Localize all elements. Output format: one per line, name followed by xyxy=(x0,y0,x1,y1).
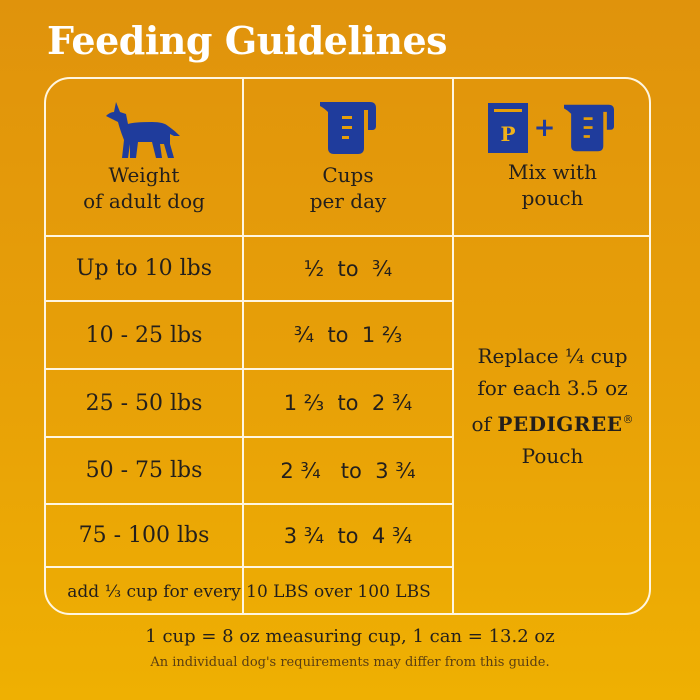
mix-note-line4: Pouch xyxy=(521,444,584,468)
dog-icon xyxy=(106,102,180,158)
row-divider xyxy=(46,503,453,505)
row-divider xyxy=(46,436,453,438)
header-cups-line2: per day xyxy=(309,189,387,213)
column-divider xyxy=(242,79,244,615)
mix-note-line2: for each 3.5 oz xyxy=(477,376,628,400)
weight-cell: 50 - 75 lbs xyxy=(85,458,203,483)
svg-text:P: P xyxy=(500,122,515,146)
measuring-cup-icon xyxy=(320,102,376,154)
header-weight-line2: of adult dog xyxy=(83,189,205,213)
weight-cell: 10 - 25 lbs xyxy=(85,322,203,348)
row-divider xyxy=(46,235,649,237)
weight-cell: 25 - 50 lbs xyxy=(85,390,203,416)
header-mix-line2: pouch xyxy=(521,186,584,210)
cups-cell: 3 ¾ to 4 ¾ xyxy=(283,523,413,548)
registered-mark: ® xyxy=(622,413,634,426)
mix-note-line1: Replace ¼ cup xyxy=(477,344,628,368)
weight-cell: Up to 10 lbs xyxy=(75,256,213,281)
disclaimer: An individual dog's requirements may dif… xyxy=(150,655,550,670)
pouch-icon: P xyxy=(487,103,528,153)
header-cups: Cups per day xyxy=(244,79,452,235)
header-mix-line1: Mix with xyxy=(508,160,597,184)
over-100-note: add ⅓ cup for every 10 LBS over 100 LBS xyxy=(67,581,431,602)
cups-cell: 2 ¾ to 3 ¾ xyxy=(280,458,416,483)
cups-cell: ½ to ¾ xyxy=(303,256,393,281)
measuring-cup-icon xyxy=(564,104,615,152)
row-divider xyxy=(46,300,453,302)
feeding-table: Weight of adult dog Cups per day P + xyxy=(44,77,651,615)
header-cups-line1: Cups xyxy=(322,163,374,187)
row-divider xyxy=(46,368,453,370)
mix-note: Replace ¼ cup for each 3.5 oz of PEDIGRE… xyxy=(454,237,651,615)
mix-note-line3: of PEDIGREE® xyxy=(471,412,634,436)
row-divider xyxy=(46,566,453,568)
cups-cell: 1 ⅔ to 2 ¾ xyxy=(283,391,413,415)
measure-note: 1 cup = 8 oz measuring cup, 1 can = 13.2… xyxy=(145,626,555,647)
page-title: Feeding Guidelines xyxy=(47,18,448,63)
header-weight-line1: Weight xyxy=(108,163,180,187)
header-mix: P + Mix with pouch xyxy=(454,79,651,235)
plus-icon: + xyxy=(533,113,556,143)
header-weight: Weight of adult dog xyxy=(46,79,242,235)
cups-cell: ¾ to 1 ⅔ xyxy=(293,323,403,347)
column-divider xyxy=(452,79,454,615)
brand-name: PEDIGREE xyxy=(497,412,623,436)
weight-cell: 75 - 100 lbs xyxy=(78,523,210,548)
